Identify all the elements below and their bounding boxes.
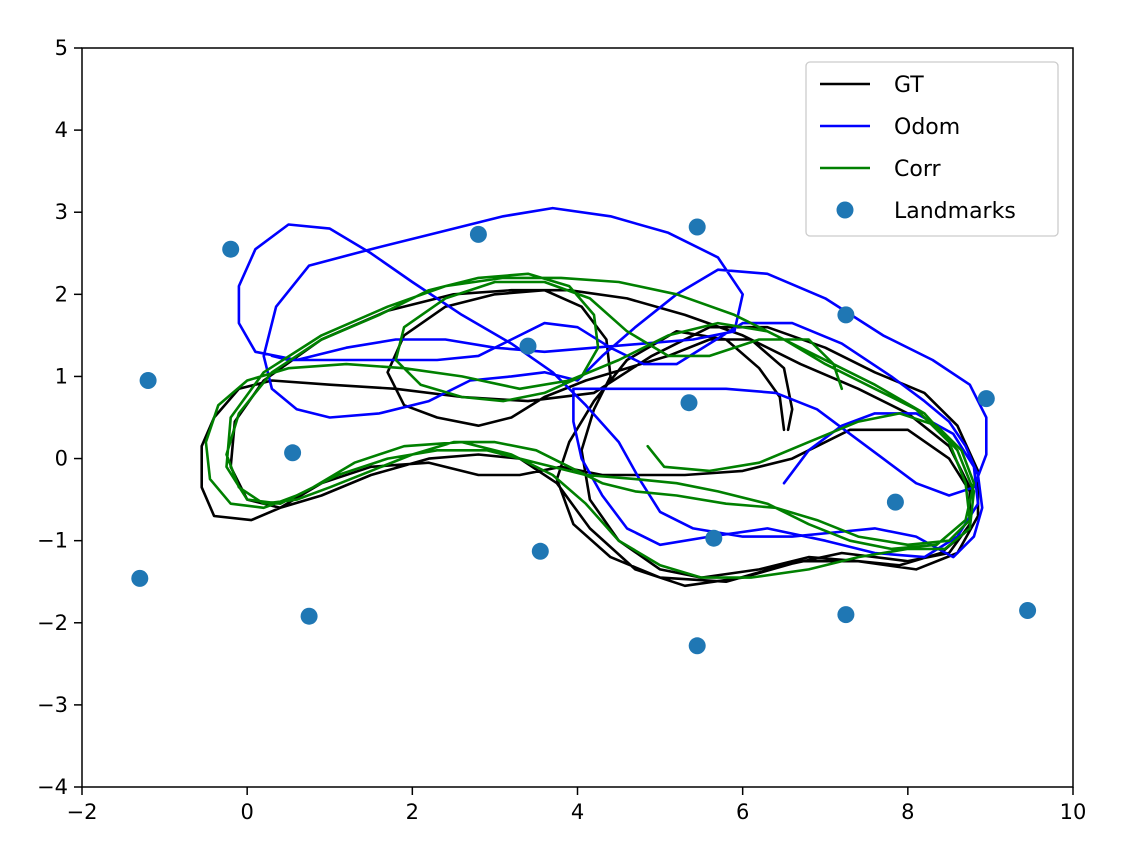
- landmark-point-3: [139, 372, 157, 389]
- landmark-point-7: [680, 394, 698, 412]
- legend: GT Odom Corr Landmarks: [805, 61, 1059, 237]
- x-tick-label: 10: [1060, 800, 1087, 824]
- series-line-odom: [237, 206, 988, 559]
- y-tick-label: −3: [37, 693, 68, 717]
- landmark-point-16: [1019, 602, 1037, 619]
- series-layer: [131, 206, 1037, 655]
- legend-label-gt: GT: [894, 73, 924, 98]
- legend-label-landmarks: Landmarks: [894, 199, 1016, 224]
- landmark-point-5: [837, 306, 855, 324]
- landmark-point-9: [531, 542, 549, 560]
- legend-label-odom: Odom: [894, 115, 960, 140]
- axis-layer: −2 0 2 4 6 8 10 −4 −3 −2 −1 0 1 2 3 4 5: [37, 36, 1086, 824]
- series-line-corr: [204, 272, 976, 579]
- x-tick-label: 6: [736, 800, 749, 824]
- legend-box: [805, 61, 1059, 237]
- landmark-point-2: [688, 218, 706, 236]
- landmark-point-1: [469, 225, 487, 243]
- landmark-point-14: [688, 637, 706, 655]
- y-tick-label: 4: [55, 118, 68, 142]
- landmark-point-12: [131, 569, 149, 587]
- x-tick-label: 0: [240, 800, 253, 824]
- y-tick-label: 0: [55, 447, 68, 471]
- y-tick-label: −2: [37, 611, 68, 635]
- landmark-point-10: [705, 529, 723, 547]
- series-line-gt: [200, 288, 980, 588]
- landmark-point-4: [519, 337, 537, 355]
- legend-swatch-landmarks: [836, 201, 854, 219]
- y-tick-label: 2: [55, 282, 68, 306]
- y-tick-label: 1: [55, 364, 68, 388]
- x-tick-label: 4: [571, 800, 584, 824]
- x-tick-label: 8: [901, 800, 914, 824]
- landmark-point-15: [837, 606, 855, 624]
- y-tick-label: −1: [37, 529, 68, 553]
- y-tick-label: −4: [37, 775, 68, 799]
- y-tick-label: 5: [55, 36, 68, 60]
- landmark-point-11: [886, 493, 904, 511]
- x-tick-label: −2: [67, 800, 98, 824]
- landmark-point-8: [977, 390, 995, 408]
- y-tick-label: 3: [55, 200, 68, 224]
- landmark-point-13: [300, 607, 318, 625]
- landmark-point-0: [222, 240, 240, 258]
- legend-label-corr: Corr: [894, 157, 941, 182]
- landmark-point-6: [284, 444, 302, 462]
- x-tick-label: 2: [406, 800, 419, 824]
